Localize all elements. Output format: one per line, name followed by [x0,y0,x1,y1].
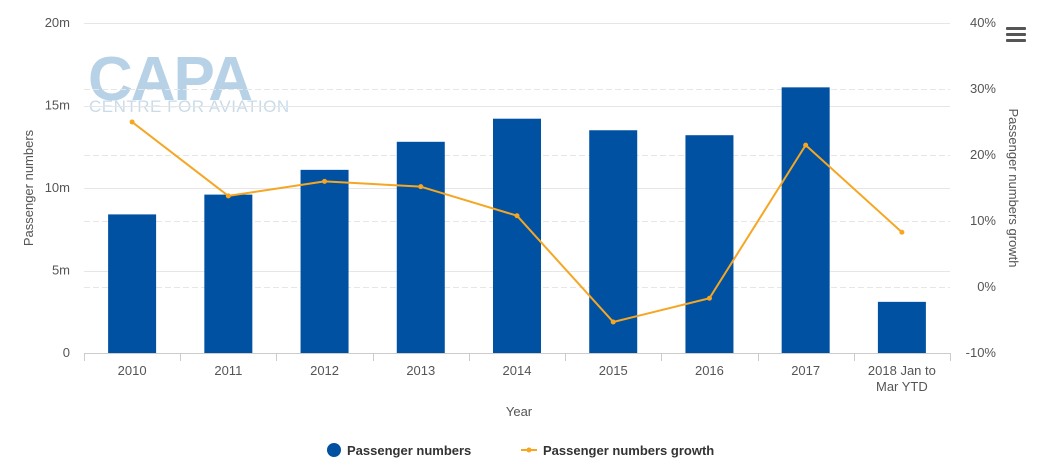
bar-passenger-numbers [685,135,734,353]
x-tick-label-line: 2017 [791,363,820,378]
y-right-tick-label: 10% [970,213,996,228]
y-right-tick-label: 40% [970,15,996,30]
menu-bar [1006,33,1026,36]
x-tick-label: 2015 [599,363,628,378]
menu-bar [1006,39,1026,42]
x-tick-label: 2016 [695,363,724,378]
x-tick-label: 2010 [118,363,147,378]
y-left-tick-label: 15m [45,98,70,113]
y-right-tick-label: 20% [970,147,996,162]
x-tick-label: 2013 [406,363,435,378]
y-left-tick-label: 10m [45,180,70,195]
x-tick-label: 2014 [503,363,532,378]
x-tick-label: 2018 Jan to Mar YTD [868,363,936,394]
bar-passenger-numbers [108,214,157,353]
bar-passenger-numbers [589,130,638,353]
menu-bar [1006,27,1026,30]
line-series [129,119,905,325]
bar-passenger-numbers [396,141,445,353]
x-tick-label-line: 2018 Jan to [868,363,936,378]
axes: 2010 2011 2012 2013 2014 2015 2016 2017 2018 Jan… [21,15,1021,419]
x-axis-title: Year [506,404,533,419]
x-tick-label: 2011 [214,363,242,378]
point-passenger-numbers-growth [610,319,616,325]
legend[interactable]: Passenger numbers Passenger numbers growt… [327,443,714,458]
y-right-axis-title: Passenger numbers growth [1006,109,1021,268]
y-left-tick-label: 20m [45,15,70,30]
legend-marker-passenger-numbers-growth [526,447,532,453]
y-left-tick-label: 5m [52,263,70,278]
point-passenger-numbers-growth [899,229,905,235]
bar-passenger-numbers [493,118,541,353]
x-tick-label: 2012 [310,363,339,378]
y-right-tick-label: -10% [966,345,997,360]
y-left-axis-title: Passenger numbers [21,129,36,246]
point-passenger-numbers-growth [803,142,809,148]
legend-label-passenger-numbers-growth: Passenger numbers growth [543,443,714,458]
x-tick-label-line: 2012 [310,363,339,378]
x-tick-label-line: 2016 [695,363,724,378]
point-passenger-numbers-growth [418,184,424,190]
x-tick-label-line: 2014 [503,363,532,378]
x-tick-label-line: Mar YTD [876,379,928,394]
point-passenger-numbers-growth [129,119,135,125]
point-passenger-numbers-growth [706,295,712,301]
x-tick-label-line: 2010 [118,363,147,378]
point-passenger-numbers-growth [322,178,328,184]
y-right-tick-label: 0% [977,279,996,294]
capa-watermark-logo: CAPA CENTRE FOR AVIATION [88,45,289,116]
bar-passenger-numbers [204,194,253,353]
x-tick-label-line: 2011 [214,363,242,378]
bar-passenger-numbers [877,301,926,353]
bar-series [108,87,926,353]
y-right-tick-label: 30% [970,81,996,96]
watermark-main-text: CAPA [88,45,252,114]
chart-menu-icon[interactable] [1004,24,1028,46]
point-passenger-numbers-growth [225,193,231,199]
legend-marker-passenger-numbers [327,443,341,457]
x-tick-label-line: 2013 [406,363,435,378]
y-left-tick-label: 0 [63,345,70,360]
bar-passenger-numbers [781,87,830,353]
x-tick-label: 2017 [791,363,820,378]
x-tick-label-line: 2015 [599,363,628,378]
point-passenger-numbers-growth [514,213,520,219]
bar-passenger-numbers [300,169,349,353]
legend-label-passenger-numbers: Passenger numbers [347,443,471,458]
